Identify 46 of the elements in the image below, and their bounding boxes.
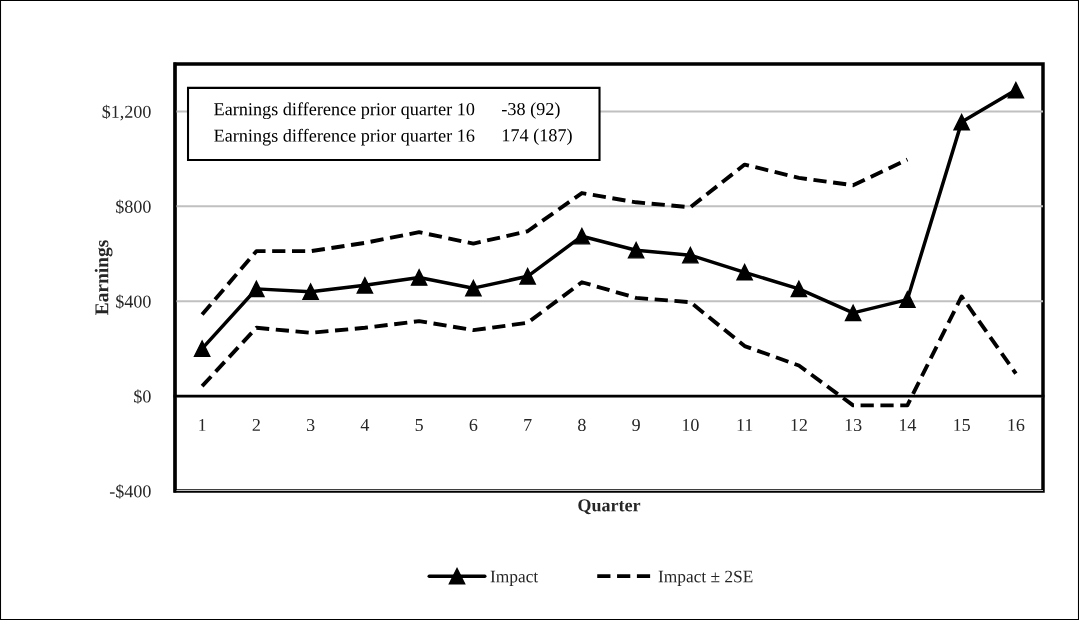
x-tick-label: 13	[845, 418, 862, 432]
x-tick-label: 3	[306, 418, 315, 432]
point	[953, 113, 970, 131]
y-tick-label: $1,200	[102, 104, 151, 121]
line-series	[200, 157, 910, 317]
point	[302, 283, 319, 301]
point	[573, 227, 591, 245]
point	[844, 304, 862, 322]
x-tick-label: 14	[899, 418, 917, 431]
point	[465, 279, 482, 297]
x-tick-label: 11	[737, 418, 753, 431]
annotation: Earnings difference prior quarter 10	[214, 102, 475, 120]
x-tick-label: 6	[469, 418, 478, 432]
point	[1007, 81, 1025, 99]
y-axis-title: Earnings	[94, 240, 113, 315]
point	[248, 280, 265, 298]
point	[193, 340, 211, 358]
point	[736, 263, 753, 281]
point	[790, 280, 808, 298]
y-tick-label: $0	[134, 389, 151, 404]
x-axis-title: Quarter	[578, 499, 641, 515]
x-tick-label: 4	[360, 418, 370, 431]
x-tick-label: 12	[791, 418, 807, 431]
x-tick-label: 1	[199, 418, 206, 431]
x-tick-label: 2	[252, 418, 260, 431]
annotation: 174 (187)	[502, 128, 572, 146]
legend-label: Impact ± 2SE	[658, 570, 753, 586]
x-tick-label: 8	[578, 418, 586, 432]
x-tick-label: 10	[682, 418, 699, 432]
x-tick-label: 15	[954, 418, 970, 432]
point	[627, 241, 645, 259]
point	[519, 267, 536, 285]
point	[899, 291, 916, 308]
y-tick-label: $800	[116, 199, 151, 214]
point	[410, 269, 428, 286]
x-tick-label: 7	[524, 419, 532, 431]
x-tick-label: 16	[1008, 418, 1025, 432]
y-tick-label: $400	[116, 294, 151, 309]
x-tick-label: 5	[415, 419, 423, 432]
point	[682, 246, 699, 264]
point	[356, 276, 374, 294]
y-tick-label: -$400	[109, 484, 151, 499]
legend-label: Impact	[490, 570, 539, 586]
x-tick-label: 9	[632, 418, 640, 432]
annotation: Earnings difference prior quarter 16	[214, 128, 475, 146]
annotation: -38 (92)	[502, 102, 560, 119]
